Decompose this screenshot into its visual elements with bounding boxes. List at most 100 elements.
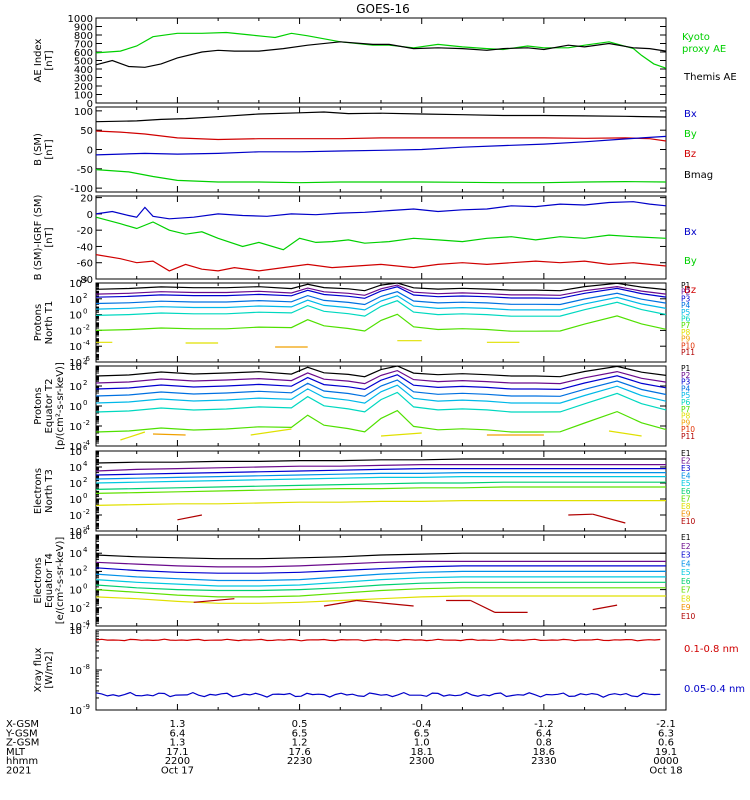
y-tick-exponent: 2: [83, 564, 87, 572]
legend-entry: P7: [681, 405, 691, 414]
row-label: X-GSM: [6, 719, 39, 730]
series-line: [95, 31, 667, 69]
row-value: 2330: [531, 756, 556, 767]
series-line: [95, 201, 667, 220]
legend-entry: E1: [681, 449, 691, 458]
y-tick-exponent: -9: [83, 703, 90, 711]
y-tick-label: 10: [69, 549, 82, 560]
y-axis-label: [p/(cm²-s-sr-keV)]: [55, 362, 66, 450]
y-tick-label: 10: [69, 666, 82, 677]
legend-entry: E7: [681, 494, 691, 503]
legend-entry: P4: [681, 384, 691, 393]
legend-entry: P11: [681, 432, 695, 441]
panel-b_sm: -100 -50 0 50 100 B (SM) [nT] Bx By Bz Bmag: [33, 106, 713, 195]
legend-entry: P9: [681, 335, 691, 344]
row-value: 19.1: [655, 747, 677, 758]
channel-fragment: [177, 514, 203, 521]
channel-line: [95, 384, 667, 404]
channel-line: [95, 374, 667, 391]
y-axis-label: Electrons: [33, 557, 44, 603]
panel-b_igrf: -80 -60 -40 -20 0 20 B (SM)-IGRF (SM) [nT] Bx By B…: [33, 194, 697, 296]
y-tick-label: -50: [77, 165, 93, 176]
channel-line: [95, 300, 667, 317]
y-tick-exponent: -4: [83, 339, 91, 347]
y-tick-label: 300: [74, 74, 93, 85]
series-line: [95, 169, 667, 184]
y-tick-label: 10: [69, 604, 82, 615]
y-axis-label: North T1: [44, 301, 55, 345]
series-line: [95, 135, 667, 156]
y-tick-exponent: -2: [83, 601, 90, 609]
y-tick-exponent: -2: [83, 508, 90, 516]
y-axis-label: Protons: [33, 304, 44, 341]
y-tick-label: 10: [69, 511, 82, 522]
y-axis-label: B (SM): [33, 133, 44, 166]
panel-frame: [95, 17, 667, 104]
series-line: [95, 130, 667, 142]
y-tick-exponent: -7: [83, 623, 90, 631]
y-tick-label: 0: [87, 99, 93, 110]
channel-line: [95, 295, 667, 311]
row-value: 0.8: [536, 738, 552, 749]
y-tick-exponent: 4: [83, 276, 88, 284]
channel-fragment: [250, 428, 292, 436]
legend-entry: Bz: [684, 285, 696, 296]
legend-entry: Bx: [684, 227, 697, 238]
row-value: 0.5: [292, 719, 308, 730]
channel-line: [95, 565, 666, 574]
y-tick-exponent: 0: [83, 308, 87, 316]
legend-entry: P2: [681, 371, 691, 380]
channel-fragment: [356, 599, 414, 607]
y-tick-exponent: 0: [83, 399, 87, 407]
legend-entry: E8: [681, 594, 691, 603]
channel-line: [95, 458, 666, 464]
channel-line: [95, 570, 666, 582]
legend-entry: E6: [681, 577, 691, 586]
legend-entry: Bx: [684, 109, 697, 120]
y-tick-label: 20: [80, 194, 93, 205]
y-axis-label: [e/(cm²-s-sr-keV)]: [55, 537, 66, 625]
legend-entry: E4: [681, 472, 691, 481]
series-line: [95, 216, 667, 251]
channel-line: [95, 284, 667, 296]
legend-entry: E2: [681, 542, 691, 551]
y-tick-label: 10: [69, 402, 82, 413]
y-tick-label: 10: [69, 311, 82, 322]
panel-frame: [95, 365, 667, 447]
y-tick-label: 10: [69, 382, 82, 393]
y-tick-label: 200: [74, 82, 93, 93]
row-value: -2.1: [656, 719, 676, 730]
channel-line: [95, 468, 666, 476]
y-tick-exponent: -4: [83, 619, 91, 627]
row-value: 0.6: [658, 738, 674, 749]
legend-entry: E1: [681, 533, 691, 542]
channel-line: [95, 595, 666, 604]
y-axis-label: [W/m2]: [44, 651, 55, 688]
row-label: Z-GSM: [6, 738, 39, 749]
y-tick-exponent: -8: [83, 663, 90, 671]
legend-entry: E7: [681, 586, 691, 595]
channel-line: [95, 486, 666, 494]
legend-entry: P2: [681, 288, 691, 297]
y-tick-exponent: 0: [83, 492, 87, 500]
legend-entry: E6: [681, 487, 691, 496]
y-axis-label: AE Index: [33, 38, 44, 82]
legend-entry: P8: [681, 412, 691, 421]
legend-entry: P1: [681, 281, 691, 290]
row-value: 6.5: [292, 728, 308, 739]
legend-entry: P3: [681, 294, 691, 303]
channel-line: [95, 500, 666, 506]
legend-entry: proxy AE: [682, 44, 726, 55]
channel-fragment: [193, 598, 235, 603]
legend-entry: E8: [681, 502, 691, 511]
row-value: 2300: [409, 756, 434, 767]
y-axis-label: North T3: [44, 469, 55, 513]
legend-entry: P7: [681, 321, 691, 330]
channel-fragment: [592, 513, 626, 524]
y-tick-label: 900: [74, 23, 93, 34]
row-value: 1.0: [414, 738, 430, 749]
channel-line: [95, 409, 667, 433]
channel-line: [95, 476, 666, 484]
